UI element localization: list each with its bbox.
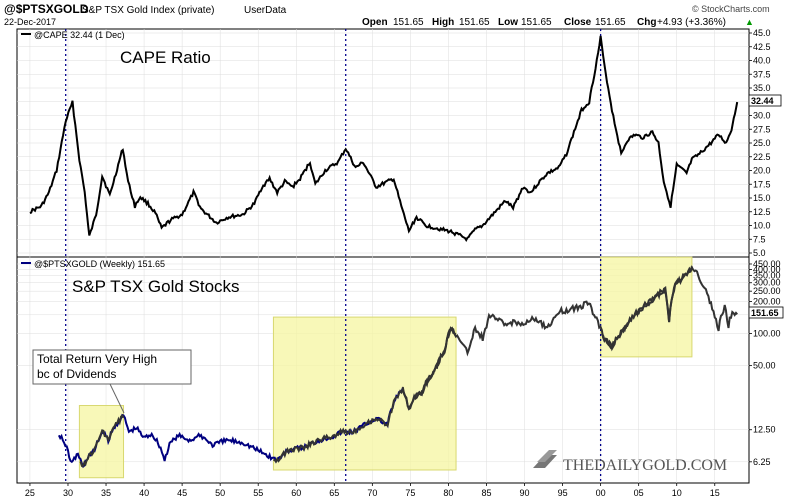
- gold-tick-label: 6.25: [753, 457, 771, 467]
- header-close-value: 151.65: [595, 17, 626, 28]
- x-tick-label: 75: [405, 488, 415, 498]
- gold-tick-label: 12.50: [753, 425, 776, 435]
- cape-y-ticks: 45.042.540.037.535.032.530.027.525.022.5…: [749, 28, 771, 258]
- gold-series-highlight-segment: [600, 266, 693, 352]
- gold-last-value: 151.65: [751, 308, 779, 318]
- x-tick-label: 45: [177, 488, 187, 498]
- up-arrow-icon: ▲: [745, 17, 754, 27]
- x-tick-label: 50: [215, 488, 225, 498]
- gold-tick-label: 300.00: [753, 278, 781, 288]
- x-axis-ticks: 25 30 35 40 45 50 55 60 65 70 75 80 85 90 95 00 05 10 15: [25, 483, 720, 498]
- x-tick-label: 40: [139, 488, 149, 498]
- highlight-boxes: [78, 256, 693, 479]
- header-high-value: 151.65: [459, 17, 490, 28]
- cape-tick-label: 20.0: [753, 166, 771, 176]
- gold-y-ticks: 450.00400.00350.00300.00250.00200.00150.…: [749, 259, 781, 467]
- header-low-label: Low: [498, 17, 518, 28]
- gold-tick-label: 100.00: [753, 329, 781, 339]
- header-symbol: @$PTSXGOLD: [4, 2, 89, 16]
- cape-series-line: [29, 35, 739, 242]
- cape-tick-label: 12.5: [753, 207, 771, 217]
- cape-tick-label: 15.0: [753, 193, 771, 203]
- header-open-label: Open: [362, 17, 388, 28]
- x-tick-label: 65: [329, 488, 339, 498]
- cape-tick-label: 7.5: [753, 234, 766, 244]
- gold-tick-label: 250.00: [753, 286, 781, 296]
- gold-tick-label: 350.00: [753, 271, 781, 281]
- gold-tick-label: 450.00: [753, 259, 781, 269]
- x-tick-label: 30: [63, 488, 73, 498]
- cape-tick-label: 40.0: [753, 56, 771, 66]
- gold-series-highlight-segment: [79, 414, 125, 467]
- x-tick-label: 70: [367, 488, 377, 498]
- cape-tick-label: 42.5: [753, 42, 771, 52]
- cape-tick-label: 17.5: [753, 179, 771, 189]
- callout-line-2: bc of Dvidends: [37, 367, 116, 381]
- header-close-label: Close: [564, 17, 592, 28]
- cape-tick-label: 22.5: [753, 152, 771, 162]
- cape-legend-swatch: [21, 33, 31, 35]
- gold-title: S&P TSX Gold Stocks: [72, 277, 240, 296]
- gold-legend-swatch: [21, 262, 31, 264]
- x-tick-label: 80: [443, 488, 453, 498]
- gold-series-highlight-segment: [273, 326, 457, 464]
- cape-tick-label: 10.0: [753, 221, 771, 231]
- cape-title: CAPE Ratio: [120, 48, 211, 67]
- header-low-value: 151.65: [521, 17, 552, 28]
- x-tick-label: 90: [520, 488, 530, 498]
- cape-tick-label: 45.0: [753, 28, 771, 38]
- brand-logo: THEDAILYGOLD.COM: [533, 450, 727, 474]
- gold-tick-label: 200.00: [753, 296, 781, 306]
- gold-last-value-box: [748, 306, 784, 319]
- header-high-label: High: [432, 17, 454, 28]
- cape-tick-label: 35.0: [753, 83, 771, 93]
- x-tick-label: 55: [253, 488, 263, 498]
- header-date: 22-Dec-2017: [4, 17, 56, 27]
- cape-tick-label: 25.0: [753, 138, 771, 148]
- header-userdata: UserData: [244, 5, 287, 16]
- cape-last-value-box: [748, 94, 782, 107]
- header-open-value: 151.65: [393, 17, 424, 28]
- gold-tick-label: 400.00: [753, 264, 781, 274]
- highlight-period: [272, 316, 457, 471]
- cape-tick-label: 30.0: [753, 111, 771, 121]
- x-tick-label: 95: [558, 488, 568, 498]
- gold-tick-label: 50.00: [753, 361, 776, 371]
- x-tick-label: 25: [25, 488, 35, 498]
- cape-tick-label: 37.5: [753, 69, 771, 79]
- divider-lines: [65, 29, 602, 483]
- x-tick-label: 60: [291, 488, 301, 498]
- x-tick-label: 85: [481, 488, 491, 498]
- cape-tick-label: 5.0: [753, 248, 766, 258]
- cape-last-value: 32.44: [751, 96, 774, 106]
- brand-text: THEDAILYGOLD.COM: [563, 457, 727, 474]
- gold-legend: @$PTSXGOLD (Weekly) 151.65: [34, 259, 165, 269]
- header-description: S&P TSX Gold Index (private): [82, 5, 214, 16]
- watermark: © StockCharts.com: [692, 4, 770, 14]
- callout-pointer: [109, 383, 125, 414]
- callout-box: [32, 349, 192, 385]
- x-tick-label: 10: [672, 488, 682, 498]
- header-chg-label: Chg: [637, 17, 656, 28]
- x-tick-label: 35: [101, 488, 111, 498]
- cape-tick-label: 27.5: [753, 124, 771, 134]
- cape-legend: @CAPE 32.44 (1 Dec): [34, 30, 125, 40]
- callout-line-1: Total Return Very High: [37, 352, 157, 366]
- x-tick-label: 05: [634, 488, 644, 498]
- x-tick-label: 00: [596, 488, 606, 498]
- highlight-period: [78, 405, 125, 479]
- x-tick-label: 15: [710, 488, 720, 498]
- header-chg-value: +4.93 (+3.36%): [657, 17, 726, 28]
